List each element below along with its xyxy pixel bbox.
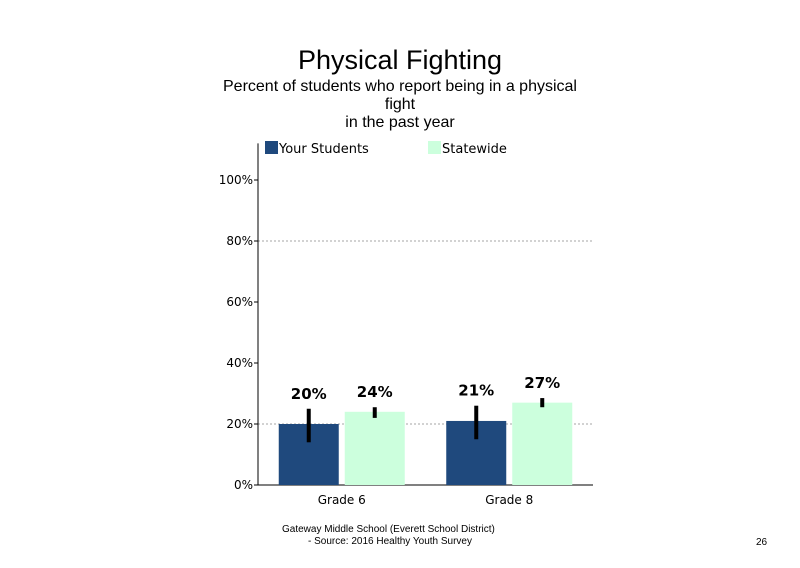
y-tick-label: 20%: [226, 417, 253, 431]
data-label: 24%: [357, 383, 393, 401]
chart-title: Physical Fighting: [297, 45, 503, 75]
x-tick-label: Grade 6: [318, 493, 366, 507]
data-label: 21%: [458, 382, 494, 400]
page-number: 26: [756, 537, 768, 548]
legend-swatch: [265, 141, 278, 154]
subtitle-line-3: in the past year: [345, 114, 455, 131]
y-tick-label: 60%: [226, 295, 253, 309]
y-tick-label: 100%: [219, 173, 253, 187]
y-tick-label: 40%: [226, 356, 253, 370]
chart-subtitle: Percent of students who report being in …: [208, 78, 592, 132]
data-label: 27%: [524, 374, 560, 392]
subtitle-line-2: fight: [384, 96, 416, 113]
footer: Gateway Middle School (Everett School Di…: [280, 524, 520, 548]
x-tick-label: Grade 8: [485, 493, 533, 507]
footer-source: - Source: 2016 Healthy Youth Survey: [308, 536, 472, 547]
legend-label: Statewide: [442, 142, 507, 157]
bar-statewide-1: [512, 402, 573, 485]
data-label: 20%: [291, 385, 327, 403]
legend-swatch: [428, 141, 441, 154]
subtitle-line-1: Percent of students who report being in …: [223, 78, 577, 95]
footer-school: Gateway Middle School (Everett School Di…: [282, 524, 495, 535]
bar-statewide-0: [344, 411, 405, 485]
y-tick-label: 0%: [234, 478, 253, 492]
y-tick-label: 80%: [226, 234, 253, 248]
legend-label: Your Students: [278, 142, 369, 157]
